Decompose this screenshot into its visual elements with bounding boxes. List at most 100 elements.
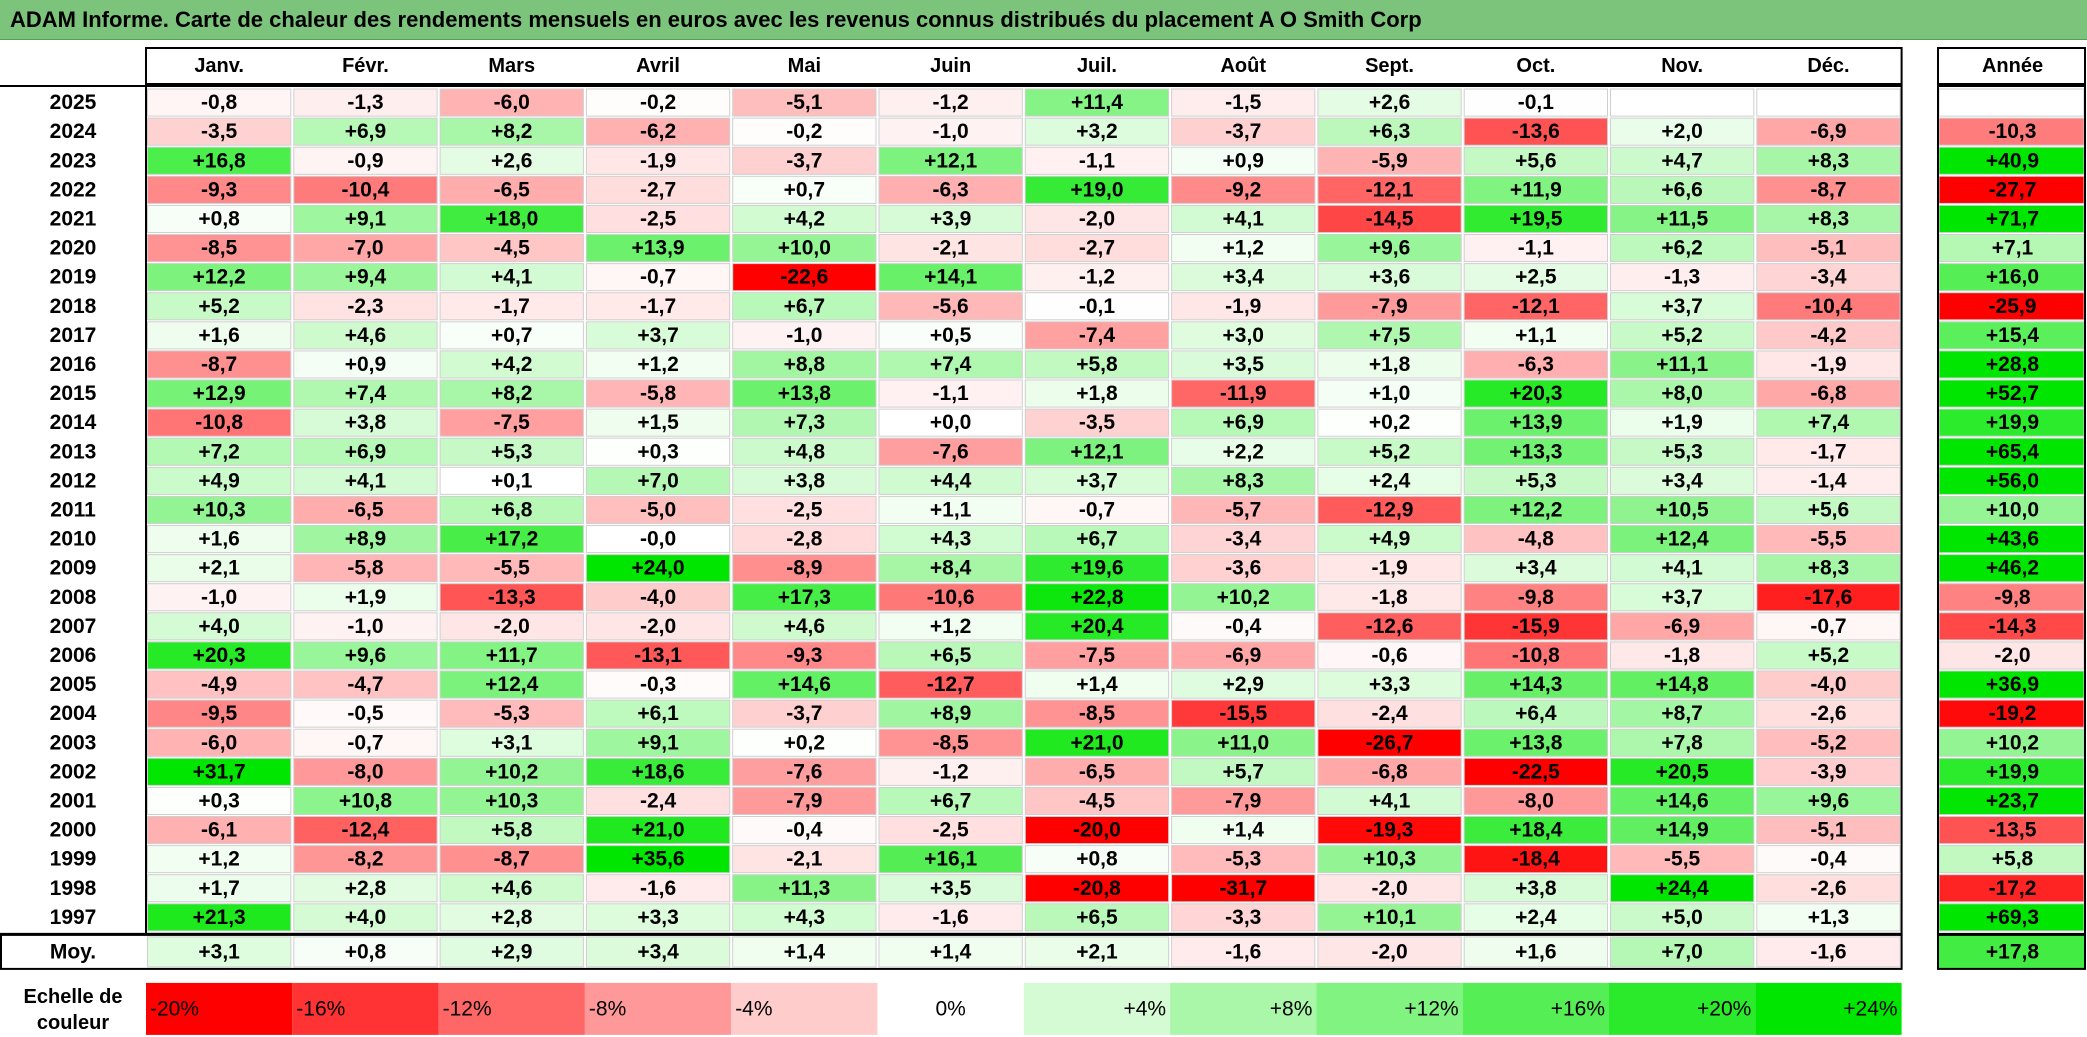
heatmap-cell <box>1463 466 1608 495</box>
annual-value: +71,7 <box>1986 207 2039 230</box>
heatmap-cell <box>1610 583 1755 612</box>
heatmap-cell <box>1171 437 1316 466</box>
heatmap-cell <box>732 495 877 524</box>
color-scale-swatch <box>1023 982 1171 1035</box>
heatmap-cell <box>1756 845 1901 874</box>
heatmap-cell <box>1463 757 1608 786</box>
cell-value: -9,3 <box>786 644 822 667</box>
heatmap-cell <box>585 466 731 495</box>
heatmap-cell <box>1463 292 1608 321</box>
cell-value: -7,6 <box>786 760 822 783</box>
heatmap-cell <box>878 728 1023 757</box>
cell-value: -2,4 <box>1371 702 1408 725</box>
heatmap-cell <box>439 379 584 408</box>
cell-value: +11,7 <box>486 644 538 667</box>
cell-value: -4,0 <box>640 586 676 609</box>
heatmap-cell <box>1463 379 1608 408</box>
cell-value: -2,7 <box>1079 237 1115 260</box>
heatmap-cell <box>293 466 438 495</box>
cell-value: +4,9 <box>198 469 239 492</box>
cell-value: +1,8 <box>1076 382 1118 405</box>
color-scale-stop: -20% <box>150 997 199 1020</box>
heatmap-cell <box>1171 699 1316 728</box>
cell-value: +4,1 <box>345 469 387 492</box>
cell-value: +19,5 <box>1509 207 1562 230</box>
cell-value: -7,5 <box>494 411 531 434</box>
cell-value: -6,9 <box>1664 615 1700 638</box>
heatmap-cell <box>1317 146 1462 175</box>
annual-cell <box>1938 437 2085 466</box>
cell-value: -2,4 <box>640 789 677 812</box>
heatmap-cell <box>1463 204 1608 233</box>
heatmap-cell <box>293 350 438 379</box>
heatmap-cell <box>293 757 438 786</box>
annual-value: +52,7 <box>1986 382 2039 405</box>
heatmap-cell <box>585 437 731 466</box>
heatmap-cell <box>1317 408 1462 437</box>
average-cell <box>732 936 877 968</box>
cell-value: -0,0 <box>640 528 676 551</box>
heatmap-cell <box>878 88 1023 117</box>
cell-value: +9,6 <box>1808 789 1849 812</box>
cell-value: -6,1 <box>201 819 238 842</box>
heatmap-cell <box>1610 495 1755 524</box>
heatmap-cell <box>1171 903 1316 932</box>
cell-value: -0,3 <box>640 673 676 696</box>
annual-value: +7,1 <box>1992 237 2034 260</box>
column-header: Août <box>1220 55 1266 77</box>
color-scale-stop: -12% <box>443 997 492 1020</box>
heatmap-cell <box>585 612 731 641</box>
cell-value: -8,7 <box>201 353 237 376</box>
heatmap-cell <box>147 845 292 874</box>
heatmap-cell <box>732 204 877 233</box>
cell-value: +10,1 <box>1363 906 1416 929</box>
cell-value: -1,3 <box>1664 266 1700 289</box>
average-label: Moy. <box>50 940 96 963</box>
cell-value: +18,4 <box>1509 819 1562 842</box>
annual-value: +36,9 <box>1986 673 2039 696</box>
annual-value: -14,3 <box>1989 615 2037 638</box>
year-label: 1998 <box>50 877 97 900</box>
heatmap-cell <box>585 263 731 292</box>
heatmap-cell <box>878 903 1023 932</box>
cell-value: -0,4 <box>1810 848 1847 871</box>
cell-value: -2,3 <box>347 295 383 318</box>
heatmap-cell <box>878 874 1023 903</box>
heatmap-cell <box>1756 816 1901 845</box>
cell-value: +3,7 <box>1661 586 1702 609</box>
cell-value: -1,1 <box>1079 149 1116 172</box>
heatmap-cell <box>293 845 438 874</box>
heatmap-cell <box>1756 786 1901 816</box>
cell-value: +14,9 <box>1656 819 1709 842</box>
heatmap-cell <box>1756 554 1901 583</box>
cell-value: -7,5 <box>1079 644 1116 667</box>
cell-value: +4,3 <box>784 906 825 929</box>
year-label: 2024 <box>50 120 97 143</box>
cell-value: +3,8 <box>345 411 387 434</box>
cell-value: +7,4 <box>345 382 387 405</box>
cell-value: -2,0 <box>1079 207 1115 230</box>
cell-value: +13,8 <box>778 382 831 405</box>
cell-value: +8,8 <box>784 353 826 376</box>
cell-value: -0,8 <box>201 91 238 114</box>
column-header: Févr. <box>342 55 389 77</box>
heatmap-cell <box>1756 612 1901 641</box>
cell-value: -22,5 <box>1512 760 1560 783</box>
heatmap-cell <box>147 670 292 699</box>
cell-value: -1,7 <box>1810 440 1846 463</box>
column-header: Sept. <box>1365 55 1414 77</box>
heatmap-cell <box>147 728 292 757</box>
average-value: +3,4 <box>637 940 679 963</box>
heatmap-cell <box>1463 816 1608 845</box>
heatmap-cell <box>1317 88 1462 117</box>
heatmap-cell <box>1756 408 1901 437</box>
cell-value: -0,2 <box>640 91 676 114</box>
column-header: Avril <box>636 55 680 77</box>
cell-value: +4,6 <box>345 324 386 347</box>
cell-value: -6,3 <box>933 178 969 201</box>
heatmap-cell <box>1610 146 1755 175</box>
heatmap-cell <box>439 495 584 524</box>
heatmap-cell <box>1024 495 1170 524</box>
cell-value: +11,3 <box>778 877 830 900</box>
cell-value: +3,7 <box>1661 295 1702 318</box>
